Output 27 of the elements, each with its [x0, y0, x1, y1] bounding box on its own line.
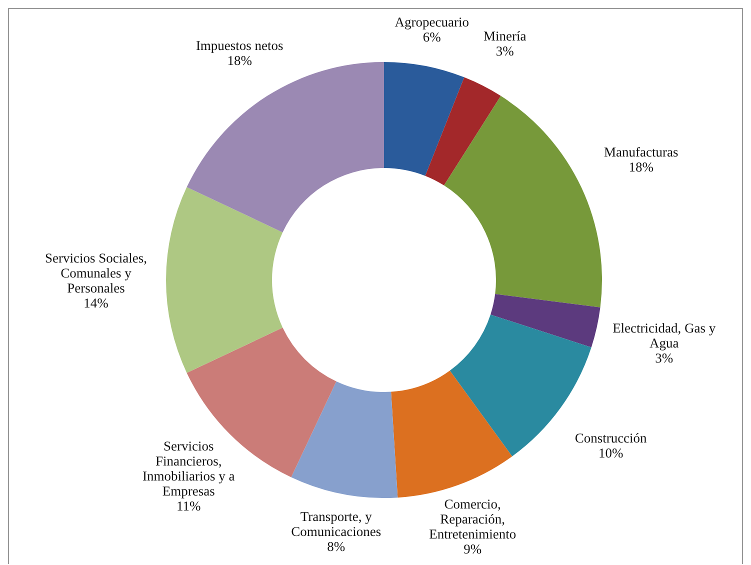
- data-label: 6%: [422, 30, 441, 45]
- slice-label: Comercio, Reparación, Entretenimiento: [429, 496, 516, 542]
- slice-label: Impuestos netos: [196, 38, 284, 54]
- slice-label: Electricidad, Gas y Agua: [612, 320, 716, 351]
- data-label: 3%: [496, 43, 514, 58]
- donut-slice: [391, 370, 512, 498]
- slice-label: Construcción: [574, 430, 648, 446]
- donut-slice: [291, 381, 398, 498]
- data-label: 14%: [84, 296, 108, 310]
- slice-label: Manufacturas: [604, 144, 678, 160]
- donut-slice: [490, 294, 600, 348]
- slice-label: Servicios Financieros, Inmobiliarios y a Empresas: [142, 438, 235, 498]
- data-label: 8%: [327, 538, 346, 554]
- slice-label: Transporte, y Comunicaciones: [291, 508, 382, 539]
- data-label: 11%: [176, 498, 201, 514]
- slice-label: Agropecuario: [394, 14, 470, 30]
- data-label: 3%: [655, 350, 674, 366]
- donut-slice: [384, 62, 464, 176]
- data-label: 9%: [464, 542, 482, 557]
- data-label: 18%: [227, 53, 252, 68]
- donut-slice: [444, 96, 602, 308]
- donut-slice: [166, 187, 283, 373]
- data-label: 18%: [628, 159, 654, 174]
- data-label: 10%: [598, 445, 624, 460]
- slice-label: Minería: [483, 28, 526, 44]
- donut-slice: [425, 77, 501, 186]
- slice-label: Servicios Sociales, Comunales y Personales: [45, 250, 147, 296]
